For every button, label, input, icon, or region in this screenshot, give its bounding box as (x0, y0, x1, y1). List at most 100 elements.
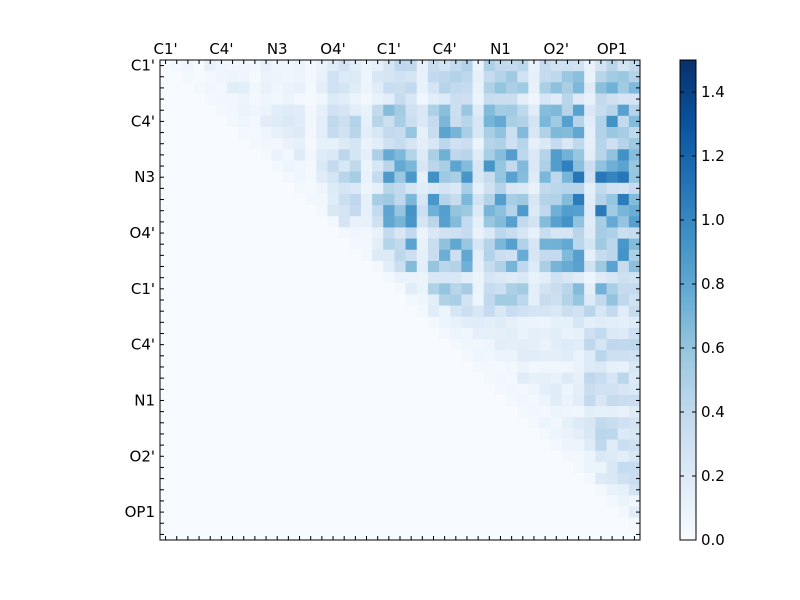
heatmap-cell (416, 350, 429, 362)
heatmap-cell (483, 339, 496, 351)
heatmap-cell (506, 260, 518, 273)
heatmap-cell (383, 439, 395, 452)
heatmap-cell (327, 160, 340, 173)
heatmap-cell (439, 272, 451, 284)
heatmap-cell (238, 126, 250, 139)
heatmap-cell (383, 406, 395, 418)
heatmap-cell (405, 193, 418, 206)
heatmap-cell (427, 82, 440, 94)
heatmap-cell (305, 93, 317, 106)
heatmap-cell (628, 517, 641, 530)
heatmap-cell (606, 126, 619, 139)
heatmap-cell (506, 473, 518, 485)
heatmap-cell (617, 339, 630, 351)
heatmap-cell (372, 193, 384, 206)
heatmap-cell (528, 93, 540, 106)
heatmap-cell (349, 115, 362, 128)
heatmap-cell (316, 93, 328, 106)
heatmap-cell (305, 506, 317, 519)
heatmap-cell (439, 316, 451, 329)
heatmap-cell (372, 383, 384, 396)
heatmap-cell (595, 160, 607, 173)
heatmap-cell (360, 517, 373, 530)
heatmap-cell (539, 138, 552, 150)
heatmap-cell (539, 528, 552, 541)
heatmap-cell (494, 316, 507, 329)
heatmap-cell (327, 171, 340, 184)
heatmap-cell (550, 461, 563, 474)
heatmap-cell (226, 517, 239, 530)
heatmap-cell (360, 283, 373, 295)
heatmap-cell (338, 372, 351, 385)
heatmap-cell (595, 372, 607, 385)
heatmap-cell (226, 82, 239, 94)
heatmap-cell (282, 238, 295, 251)
heatmap-cell (338, 294, 351, 306)
heatmap-cell (483, 450, 496, 463)
heatmap-cell (427, 294, 440, 306)
heatmap-cell (517, 450, 529, 463)
heatmap-cell (249, 71, 261, 83)
heatmap-cell (204, 439, 217, 452)
heatmap-cell (416, 283, 429, 295)
heatmap-cell (215, 238, 228, 251)
heatmap-cell (171, 372, 183, 385)
heatmap-cell (539, 149, 552, 161)
heatmap-cell (204, 260, 217, 273)
heatmap-cell (539, 93, 552, 106)
heatmap-cell (483, 428, 496, 440)
heatmap-cell (372, 450, 384, 463)
heatmap-cell (316, 71, 328, 83)
heatmap-cell (372, 126, 384, 139)
heatmap-cell (160, 71, 172, 83)
heatmap-cell (439, 283, 451, 295)
heatmap-cell (628, 216, 641, 228)
heatmap-cell (271, 138, 284, 150)
heatmap-cell (204, 60, 217, 72)
heatmap-cell (461, 104, 473, 117)
heatmap-cell (204, 506, 217, 519)
heatmap-cell (226, 394, 239, 407)
heatmap-cell (238, 104, 250, 117)
heatmap-cell (193, 272, 206, 284)
heatmap-cell (360, 327, 373, 340)
heatmap-cell (606, 216, 619, 228)
heatmap-cell (327, 372, 340, 385)
heatmap-cell (360, 484, 373, 496)
heatmap-cell (561, 383, 574, 396)
heatmap-cell (539, 350, 552, 362)
heatmap-cell (528, 160, 540, 173)
heatmap-cell (517, 205, 529, 217)
heatmap-cell (617, 205, 630, 217)
heatmap-cell (606, 93, 619, 106)
heatmap-cell (360, 394, 373, 407)
heatmap-cell (249, 528, 261, 541)
heatmap-cell (506, 182, 518, 195)
heatmap-cell (539, 294, 552, 306)
heatmap-cell (160, 260, 172, 273)
heatmap-cell (584, 272, 596, 284)
heatmap-cell (238, 93, 250, 106)
heatmap-cell (282, 383, 295, 396)
heatmap-cell (305, 238, 317, 251)
heatmap-cell (539, 249, 552, 262)
heatmap-cell (506, 372, 518, 385)
heatmap-cell (305, 249, 317, 262)
heatmap-cell (305, 528, 317, 541)
heatmap-cell (472, 450, 485, 463)
heatmap-cell (193, 193, 206, 206)
heatmap-cell (584, 305, 596, 318)
heatmap-cell (226, 361, 239, 373)
heatmap-cell (249, 305, 261, 318)
heatmap-cell (450, 126, 462, 139)
heatmap-cell (584, 495, 596, 507)
heatmap-cell (617, 249, 630, 262)
heatmap-cell (416, 249, 429, 262)
heatmap-cell (427, 517, 440, 530)
heatmap-cell (383, 260, 395, 273)
heatmap-cell (305, 428, 317, 440)
heatmap-cell (628, 484, 641, 496)
heatmap-cell (628, 272, 641, 284)
heatmap-cell (360, 260, 373, 273)
heatmap-cell (305, 283, 317, 295)
